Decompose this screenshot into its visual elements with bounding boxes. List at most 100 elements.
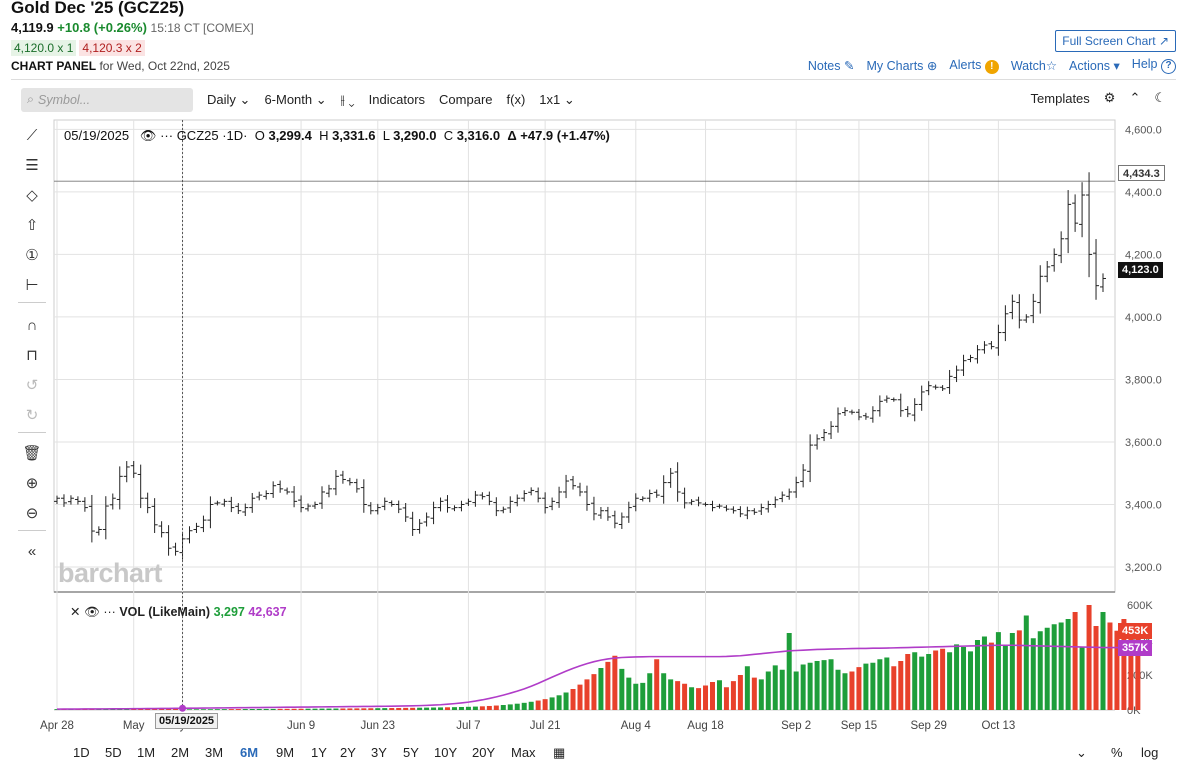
volume-bar	[1030, 638, 1036, 710]
arrow-up-tool-icon[interactable]: ⇧	[25, 217, 39, 234]
volume-bar	[591, 674, 597, 710]
volume-bar	[1023, 615, 1029, 710]
range-1d-button[interactable]: 1D	[73, 745, 90, 760]
volume-bar	[228, 709, 234, 710]
volume-bar	[933, 650, 939, 710]
redo-icon[interactable]: ↻	[25, 407, 39, 424]
range-6m-button[interactable]: 6M	[240, 745, 259, 760]
compare-button[interactable]: Compare	[439, 92, 493, 107]
volume-bar	[1072, 612, 1078, 710]
more-icon[interactable]: ···	[160, 128, 174, 143]
volume-bar	[696, 688, 702, 710]
volume-bar	[333, 708, 339, 710]
dark-mode-icon[interactable]: ☾	[1154, 90, 1166, 105]
eye-icon[interactable]: 👁	[139, 128, 157, 143]
percent-toggle[interactable]: %	[1111, 745, 1123, 760]
unlock-icon[interactable]: ⊓	[26, 347, 38, 364]
range-20y-button[interactable]: 20Y	[472, 745, 496, 760]
volume-tick-label: 600K	[1127, 600, 1153, 612]
volume-bar	[689, 687, 695, 710]
volume-bar	[396, 707, 402, 710]
interval-dropdown[interactable]: Daily ⌄	[207, 92, 250, 108]
layout-dropdown[interactable]: 1x1 ⌄	[539, 92, 575, 108]
zoom-in-icon[interactable]: ⊕	[25, 475, 39, 492]
calendar-icon[interactable]: ▦	[553, 745, 566, 760]
time-axis-label: Sep 29	[910, 720, 946, 732]
volume-bar	[891, 666, 897, 710]
fx-button[interactable]: f(x)	[506, 92, 526, 107]
volume-bar	[235, 709, 241, 710]
volume-bar	[800, 664, 806, 710]
range-10y-button[interactable]: 10Y	[434, 745, 458, 760]
range-2y-button[interactable]: 2Y	[340, 745, 356, 760]
alerts-link[interactable]: Alerts !	[949, 58, 999, 74]
volume-bar	[765, 671, 771, 710]
undo-icon[interactable]: ↺	[25, 377, 39, 394]
volume-bar	[507, 704, 513, 710]
trash-icon[interactable]: 🗑	[22, 445, 42, 462]
watch-link[interactable]: Watch☆	[1011, 58, 1057, 73]
shape-tool-icon[interactable]: ◇	[26, 187, 38, 204]
volume-bar	[995, 632, 1001, 710]
chevron-down-icon[interactable]: ⌄	[1076, 745, 1087, 760]
number-marker-icon[interactable]: ①	[25, 247, 39, 264]
full-screen-chart-button[interactable]: Full Screen Chart ↗	[1055, 30, 1176, 52]
volume-bar	[1037, 631, 1043, 710]
volume-bar	[988, 642, 994, 710]
volume-bar	[298, 708, 304, 710]
volume-bar	[249, 709, 255, 710]
range-dropdown[interactable]: 6-Month ⌄	[264, 92, 326, 108]
chart-type-dropdown[interactable]: ⫲ ⌄	[341, 92, 355, 108]
range-5d-button[interactable]: 5D	[105, 745, 122, 760]
actions-label: Actions	[1069, 59, 1111, 73]
collapse-icon[interactable]: ⌃	[1129, 90, 1141, 105]
more-icon[interactable]: ···	[103, 605, 116, 619]
chevron-down-icon: ⌄	[348, 91, 355, 107]
watch-label: Watch	[1010, 59, 1046, 73]
range-1y-button[interactable]: 1Y	[311, 745, 327, 760]
volume-bar	[445, 707, 451, 710]
notes-link[interactable]: Notes ✎	[808, 58, 855, 73]
range-2m-button[interactable]: 2M	[171, 745, 190, 760]
volume-bar	[221, 709, 227, 710]
volume-bar	[479, 706, 485, 710]
gear-icon[interactable]: ⚙	[1103, 90, 1116, 105]
volume-bar	[326, 708, 332, 710]
symbol-search-input[interactable]: ⌕ Symbol...	[21, 87, 193, 112]
range-1m-button[interactable]: 1M	[137, 745, 156, 760]
actions-menu[interactable]: Actions ▾	[1069, 58, 1120, 73]
help-link[interactable]: Help ?	[1132, 57, 1176, 74]
my-charts-link[interactable]: My Charts ⊕	[866, 58, 937, 73]
volume-bar	[549, 697, 555, 710]
time-axis-label: Jun 23	[361, 720, 396, 732]
volume-bar	[905, 654, 911, 710]
range-9m-button[interactable]: 9M	[276, 745, 295, 760]
magnet-icon[interactable]: ∩	[26, 316, 38, 334]
instrument-title: Gold Dec '25 (GCZ25)	[11, 0, 185, 17]
templates-button[interactable]: Templates	[1030, 90, 1090, 106]
barchart-logo: barchart	[58, 558, 163, 588]
low-label: L	[382, 128, 390, 143]
high-label: H	[319, 128, 329, 143]
measure-tool-icon[interactable]: ⊢	[25, 277, 39, 294]
fib-tool-icon[interactable]: ☰	[25, 157, 39, 174]
range-max-button[interactable]: Max	[511, 745, 536, 760]
volume-bar	[1051, 624, 1057, 710]
trendline-tool-icon[interactable]: ⟋	[26, 126, 38, 144]
eye-icon[interactable]: 👁	[83, 605, 100, 619]
plus-circle-icon: ⊕	[926, 59, 938, 73]
collapse-toolbar-icon[interactable]: «	[27, 542, 37, 560]
search-icon: ⌕	[27, 92, 35, 106]
close-icon[interactable]: ✕	[70, 605, 81, 619]
notes-label: Notes	[807, 59, 841, 73]
range-5y-button[interactable]: 5Y	[403, 745, 419, 760]
range-3m-button[interactable]: 3M	[205, 745, 224, 760]
indicators-button[interactable]: Indicators	[368, 92, 426, 107]
volume-bar	[842, 673, 848, 710]
log-toggle[interactable]: log	[1141, 745, 1159, 760]
zoom-out-icon[interactable]: ⊖	[25, 505, 39, 522]
range-3y-button[interactable]: 3Y	[371, 745, 387, 760]
info-date: 05/19/2025	[64, 128, 130, 143]
volume-bar	[682, 683, 688, 710]
